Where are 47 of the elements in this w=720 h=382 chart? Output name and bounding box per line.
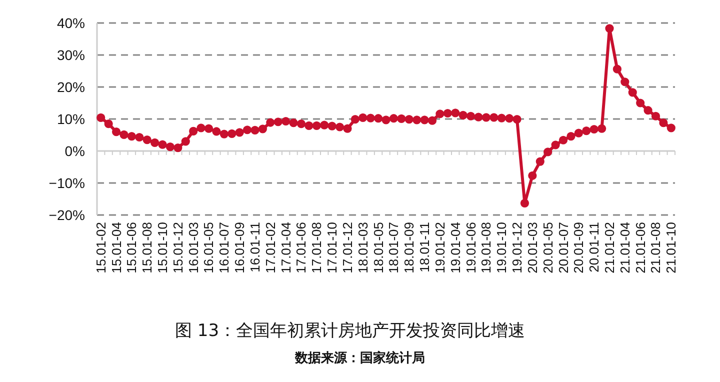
x-tick-label: 21.01-04	[617, 222, 632, 274]
y-tick-label: 30%	[56, 47, 85, 63]
x-tick-label: 19.01-12	[510, 222, 525, 274]
x-tick-label: 15.01-12	[170, 222, 186, 274]
x-tick-label: 15.01-06	[124, 222, 140, 274]
x-tick-label: 17.01-12	[340, 222, 355, 274]
source-note: 数据来源：国家统计局	[294, 350, 425, 366]
x-tick-label: 19.01-08	[478, 222, 494, 274]
y-tick-label: 40%	[56, 15, 85, 31]
x-tick-label: 21.01-10	[664, 222, 679, 274]
x-tick-label: 18.01-07	[386, 222, 402, 274]
x-tick-label: 17.01-10	[324, 222, 340, 274]
x-tick-label: 20.01-09	[571, 222, 586, 274]
x-tick-label: 15.01-08	[140, 222, 155, 274]
x-tick-label: 18.01-09	[402, 222, 417, 274]
y-tick-label: −10%	[48, 175, 85, 191]
x-tick-label: 19.01-06	[463, 222, 478, 274]
x-tick-label: 15.01-10	[155, 222, 170, 274]
x-tick-label: 17.01-06	[294, 222, 309, 274]
x-tick-label: 18.01-11	[417, 222, 432, 272]
y-tick-label: 20%	[56, 79, 85, 95]
x-tick-label: 18.01-03	[355, 222, 370, 274]
x-tick-label: 17.01-08	[309, 222, 324, 274]
text: 图 13：全国年初累计房地产开发投资同比增速	[174, 321, 526, 341]
x-tick-label: 16.01-07	[216, 222, 232, 274]
x-tick-label: 15.01-04	[108, 222, 124, 274]
y-tick-label: 0%	[64, 143, 85, 159]
x-tick-label: 21.01-02	[602, 222, 617, 274]
x-tick-label: 19.01-02	[432, 222, 448, 274]
x-tick-label: 20.01-05	[540, 222, 556, 274]
x-tick-label: 16.01-09	[232, 222, 248, 274]
x-tick-label: 21.01-06	[632, 222, 648, 274]
x-tick-label: 16.01-11	[247, 222, 262, 272]
x-tick-label: 20.01-07	[556, 222, 571, 274]
x-tick-label: 20.01-03	[524, 222, 540, 274]
x-tick-label: 18.01-05	[370, 222, 386, 274]
x-tick-label: 19.01-04	[448, 222, 463, 274]
x-tick-label: 19.01-10	[494, 222, 510, 274]
x-tick-label: 21.01-08	[648, 222, 664, 274]
y-tick-label: 10%	[56, 111, 85, 127]
x-tick-label: 17.01-04	[278, 222, 294, 274]
x-tick-label: 17.01-02	[262, 222, 278, 274]
x-tick-label: 16.01-05	[201, 222, 216, 274]
y-tick-label: −20%	[48, 207, 85, 223]
x-tick-label: 16.01-03	[186, 222, 201, 274]
x-tick-label: 20.01-11	[586, 222, 602, 272]
x-tick-label: 15.01-02	[93, 222, 108, 274]
